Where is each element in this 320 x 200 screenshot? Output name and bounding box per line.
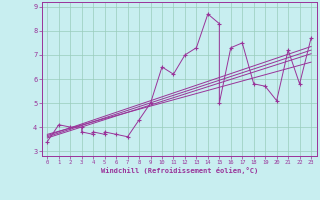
X-axis label: Windchill (Refroidissement éolien,°C): Windchill (Refroidissement éolien,°C) — [100, 167, 258, 174]
